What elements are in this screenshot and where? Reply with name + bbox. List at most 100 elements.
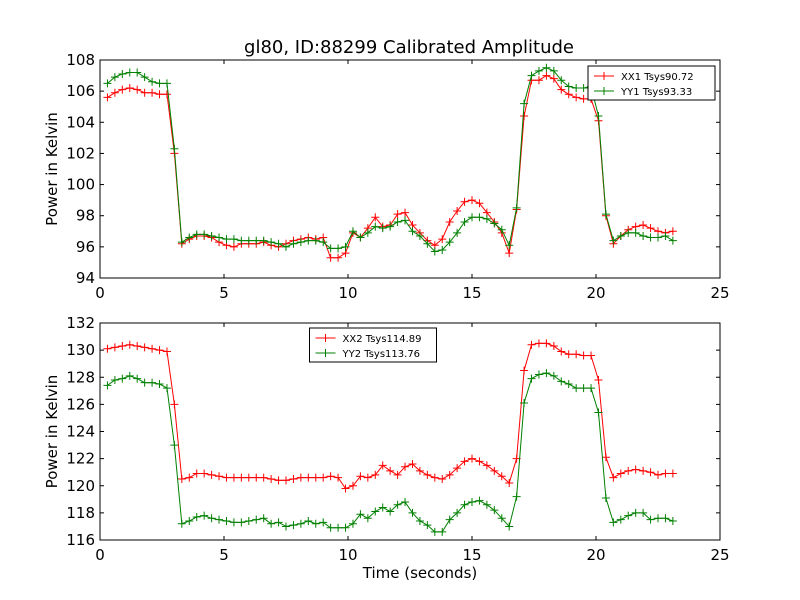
- data-point: [482, 500, 491, 509]
- data-point: [564, 350, 573, 359]
- data-point: [363, 514, 372, 523]
- data-point: [415, 517, 424, 526]
- data-point: [289, 474, 298, 483]
- axes-frame: [99, 59, 721, 279]
- data-point: [401, 208, 410, 217]
- data-point: [572, 384, 581, 393]
- data-point: [609, 473, 618, 482]
- data-point: [103, 344, 112, 353]
- data-point: [252, 473, 261, 482]
- data-point: [125, 84, 134, 93]
- data-point: [505, 522, 514, 531]
- data-point: [534, 76, 543, 85]
- data-point: [505, 479, 514, 488]
- data-point: [192, 512, 201, 521]
- x-tick-label: 25: [710, 284, 729, 302]
- data-point: [170, 400, 179, 409]
- data-point: [110, 375, 119, 384]
- data-point: [668, 236, 677, 245]
- x-tick-label: 5: [219, 546, 229, 564]
- data-point: [393, 500, 402, 509]
- data-point: [549, 66, 558, 75]
- data-point: [237, 473, 246, 482]
- data-point: [155, 79, 164, 88]
- legend-marker: [321, 334, 330, 342]
- series-2: [103, 369, 677, 536]
- data-point: [386, 507, 395, 516]
- y-tick-label: 98: [76, 207, 95, 225]
- data-point: [438, 474, 447, 483]
- legend-box: [587, 65, 716, 101]
- data-point: [587, 351, 596, 360]
- y-axis-label: Power in Kelvin: [43, 112, 61, 226]
- y-tick-label: 132: [66, 314, 95, 332]
- data-point: [534, 370, 543, 379]
- data-point: [148, 378, 157, 387]
- data-point: [527, 71, 536, 80]
- data-point: [408, 460, 417, 469]
- data-point: [341, 523, 350, 532]
- data-point: [460, 217, 469, 226]
- data-point: [557, 85, 566, 94]
- y-tick-label: 108: [66, 51, 95, 69]
- legend: XX1 Tsys90.72 YY1 Tsys93.33: [587, 65, 716, 101]
- data-point: [363, 473, 372, 482]
- data-point: [482, 214, 491, 223]
- data-point: [326, 244, 335, 253]
- data-point: [125, 68, 134, 77]
- legend-label: XX1 Tsys90.72: [621, 72, 694, 83]
- data-point: [654, 470, 662, 479]
- data-point: [133, 342, 142, 351]
- data-point: [140, 88, 149, 97]
- data-point: [460, 197, 469, 206]
- data-point: [378, 224, 387, 233]
- data-point: [148, 88, 157, 97]
- data-point: [371, 470, 380, 479]
- data-point: [185, 473, 194, 482]
- data-point: [430, 247, 439, 256]
- series-2: [103, 63, 677, 256]
- data-point: [326, 523, 335, 532]
- data-point: [579, 84, 588, 93]
- panel-2: 0 5 10 15 20 25 116 118 120 122 124 126 128 130 132 Pow…: [43, 314, 730, 582]
- data-point: [534, 339, 543, 348]
- data-point: [639, 221, 648, 230]
- y-tick-label: 106: [66, 82, 95, 100]
- data-point: [118, 374, 127, 383]
- data-point: [512, 492, 521, 501]
- data-point: [296, 238, 305, 247]
- x-tick-label: 0: [95, 546, 105, 564]
- data-point: [453, 464, 462, 473]
- data-point: [616, 469, 625, 478]
- data-point: [311, 473, 320, 482]
- data-point: [348, 519, 357, 528]
- data-point: [356, 472, 365, 481]
- data-point: [631, 465, 640, 474]
- data-point: [646, 233, 655, 242]
- data-point: [579, 94, 588, 103]
- data-point: [408, 227, 417, 236]
- data-point: [185, 233, 194, 242]
- data-point: [587, 384, 596, 393]
- data-point: [460, 457, 469, 466]
- data-point: [497, 472, 506, 481]
- y-tick-label: 118: [66, 504, 95, 522]
- data-point: [401, 462, 410, 471]
- data-point: [215, 233, 224, 242]
- data-point: [319, 518, 328, 527]
- data-point: [110, 343, 119, 352]
- data-point: [140, 378, 149, 387]
- legend-label: YY2 Tsys113.76: [342, 349, 421, 360]
- data-point: [661, 469, 670, 478]
- chart-title: gl80, ID:88299 Calibrated Amplitude: [244, 37, 574, 58]
- data-point: [490, 506, 499, 515]
- x-axis-label: Time (seconds): [362, 564, 478, 582]
- data-point: [215, 472, 224, 481]
- data-point: [609, 236, 618, 245]
- data-point: [118, 342, 127, 351]
- data-point: [348, 227, 357, 236]
- data-point: [460, 500, 469, 509]
- x-tick-label: 25: [710, 546, 729, 564]
- legend-label: YY1 Tsys93.33: [620, 87, 692, 98]
- data-point: [311, 519, 320, 528]
